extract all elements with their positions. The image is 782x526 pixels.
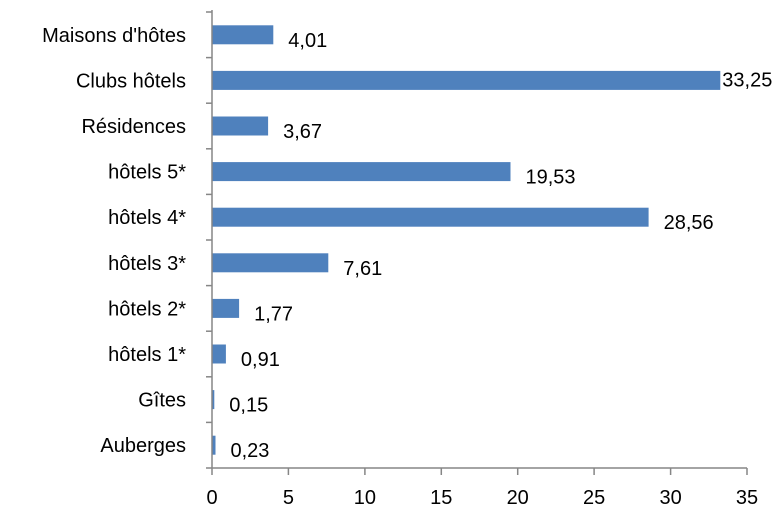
category-label-3: hôtels 5* — [108, 162, 186, 184]
axes — [206, 10, 748, 475]
category-label-4: hôtels 4* — [108, 207, 186, 229]
value-label-6: 1,77 — [254, 303, 293, 325]
bar-9 — [212, 435, 216, 455]
value-label-5: 7,61 — [343, 258, 382, 280]
x-tick-label-5: 25 — [583, 487, 605, 509]
category-label-2: Résidences — [81, 116, 186, 138]
bar-5 — [212, 253, 329, 273]
value-label-7: 0,91 — [241, 349, 280, 371]
bar-3 — [212, 162, 511, 182]
bar-4 — [212, 207, 649, 227]
x-tick-label-3: 15 — [430, 487, 452, 509]
x-tick-labels: 0 5 10 15 20 25 30 35 — [206, 487, 758, 509]
bar-6 — [212, 298, 240, 318]
value-label-8: 0,15 — [229, 395, 268, 417]
value-label-3: 19,53 — [526, 167, 576, 189]
bar-2 — [212, 116, 269, 136]
x-tick-label-6: 30 — [659, 487, 681, 509]
category-labels: Maisons d'hôtes Clubs hôtels Résidences hôt… — [42, 25, 186, 457]
category-label-1: Clubs hôtels — [76, 70, 186, 92]
value-label-2: 3,67 — [283, 121, 322, 143]
value-label-4: 28,56 — [664, 212, 714, 234]
category-label-8: Gîtes — [138, 390, 186, 412]
category-label-5: hôtels 3* — [108, 253, 186, 275]
x-tick-label-7: 35 — [736, 487, 758, 509]
x-tick-label-1: 5 — [283, 487, 294, 509]
x-tick-label-2: 10 — [354, 487, 376, 509]
value-label-0: 4,01 — [288, 30, 327, 52]
value-labels: 4,01 33,25 3,67 19,53 28,56 7,61 1,77 0,91 0,15 0… — [229, 30, 772, 462]
bars-group — [212, 25, 721, 455]
x-tick-label-4: 20 — [507, 487, 529, 509]
value-label-1: 33,25 — [722, 69, 772, 91]
bar-0 — [212, 25, 274, 45]
category-label-7: hôtels 1* — [108, 344, 186, 366]
category-label-6: hôtels 2* — [108, 298, 186, 320]
category-label-0: Maisons d'hôtes — [42, 25, 186, 47]
x-tick-label-0: 0 — [206, 487, 217, 509]
category-label-9: Auberges — [100, 435, 186, 457]
value-label-9: 0,23 — [231, 440, 270, 462]
bar-8 — [212, 390, 215, 410]
bar-7 — [212, 344, 226, 364]
bar-1 — [212, 70, 721, 90]
